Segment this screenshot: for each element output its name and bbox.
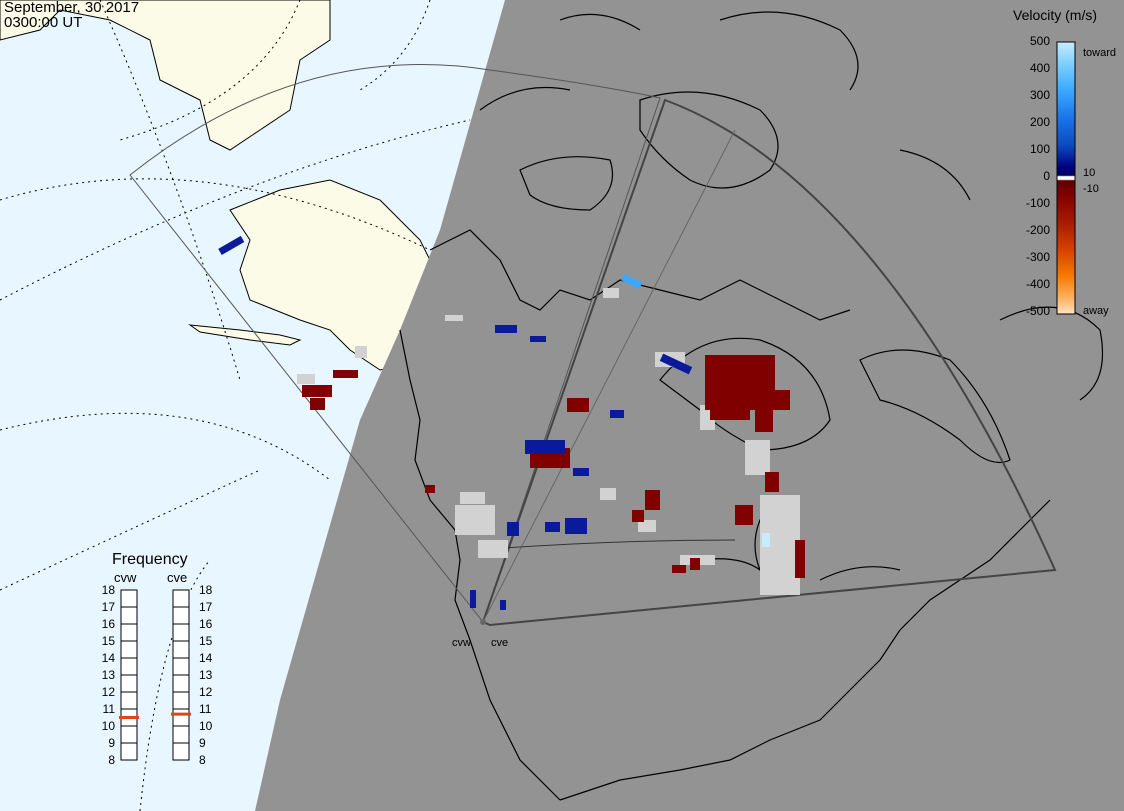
velocity-toward-label: toward xyxy=(1083,47,1116,59)
frequency-tick-label: 8 xyxy=(108,753,115,767)
frequency-tick-label: 15 xyxy=(199,634,213,648)
frequency-tick-label: 15 xyxy=(102,634,116,648)
frequency-tick-label: 9 xyxy=(199,736,206,750)
header: September, 30 2017 0300:00 UT xyxy=(4,0,139,30)
frequency-tick-label: 14 xyxy=(199,651,213,665)
velocity-ticks: 500 400 300 200 100 0 -100 -200 -300 -400 -500 xyxy=(1026,34,1050,318)
frequency-tick-label: 14 xyxy=(102,651,116,665)
velocity-tick-label: -200 xyxy=(1026,223,1050,237)
frequency-bar-cvw: 18 17 16 15 14 13 12 11 10 9 8 xyxy=(102,583,139,767)
velocity-tick-label: 200 xyxy=(1030,115,1050,129)
velocity-away-label: away xyxy=(1083,305,1109,317)
velocity-tick-label: 0 xyxy=(1043,169,1050,183)
frequency-tick-label: 17 xyxy=(199,600,213,614)
frequency-tick-label: 16 xyxy=(102,617,116,631)
radar-fov xyxy=(129,64,1057,627)
velocity-tick-label: -400 xyxy=(1026,277,1050,291)
frequency-panel: Frequency cvw cve 18 17 16 15 14 13 12 11 10 9 8 1… xyxy=(102,551,213,767)
coastlines xyxy=(399,11,1104,801)
velocity-tick-pos10: 10 xyxy=(1083,167,1095,179)
grid-lines xyxy=(0,0,471,811)
frequency-radar-cve: cve xyxy=(167,570,187,585)
radar-label-cvw: cvw xyxy=(452,637,471,649)
frequency-tick-label: 8 xyxy=(199,753,206,767)
velocity-title: Velocity (m/s) xyxy=(1013,7,1097,23)
radar-label-cve: cve xyxy=(491,637,508,649)
fast-toward-echoes xyxy=(621,274,643,289)
frequency-tick-label: 13 xyxy=(199,668,213,682)
frequency-tick-label: 12 xyxy=(199,685,213,699)
echo-cells xyxy=(218,235,805,610)
velocity-tick-label: 500 xyxy=(1030,34,1050,48)
velocity-tick-label: 100 xyxy=(1030,142,1050,156)
radar-sites: cvw cve xyxy=(452,619,508,649)
very-fast-toward-echoes xyxy=(762,533,770,547)
frequency-tick-label: 10 xyxy=(199,719,213,733)
day-land xyxy=(0,0,451,371)
frequency-tick-label: 9 xyxy=(108,736,115,750)
frequency-bar-cve: 18 17 16 15 14 13 12 11 10 9 8 xyxy=(171,583,213,767)
frequency-radar-cvw: cvw xyxy=(114,570,137,585)
velocity-tick-label: -100 xyxy=(1026,196,1050,210)
velocity-colorbar xyxy=(1056,41,1076,315)
velocity-tick-neg10: -10 xyxy=(1083,183,1099,195)
header-date: September, 30 2017 xyxy=(4,0,140,16)
velocity-tick-label: 400 xyxy=(1030,61,1050,75)
frequency-tick-label: 12 xyxy=(102,685,116,699)
frequency-tick-label: 18 xyxy=(102,583,116,597)
frequency-tick-label: 13 xyxy=(102,668,116,682)
velocity-tick-label: -500 xyxy=(1026,304,1050,318)
velocity-legend: Velocity (m/s) toward away 10 -10 500 400… xyxy=(1013,7,1116,318)
frequency-tick-label: 16 xyxy=(199,617,213,631)
frequency-tick-label: 11 xyxy=(103,702,116,716)
velocity-tick-label: -300 xyxy=(1026,250,1050,264)
frequency-tick-label: 11 xyxy=(199,702,212,716)
toward-echoes xyxy=(218,235,693,610)
frequency-title: Frequency xyxy=(112,551,188,568)
header-time: 0300:00 UT xyxy=(4,14,83,31)
frequency-tick-label: 18 xyxy=(199,583,213,597)
frequency-tick-label: 10 xyxy=(102,719,116,733)
frequency-tick-label: 17 xyxy=(102,600,116,614)
velocity-tick-label: 300 xyxy=(1030,88,1050,102)
